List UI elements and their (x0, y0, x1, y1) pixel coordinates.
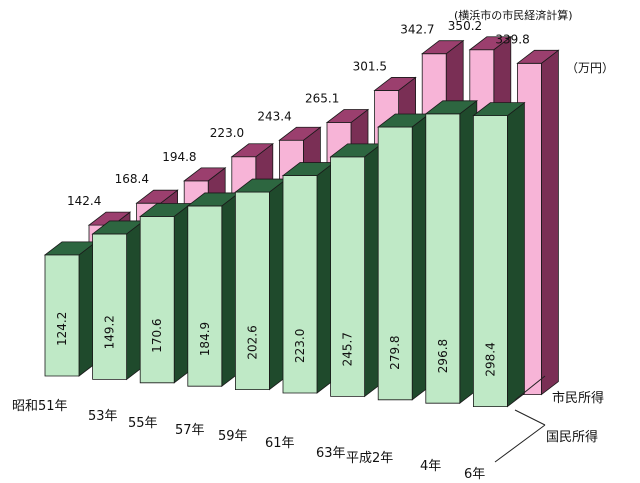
legend: 市民所得 国民所得 (494, 375, 604, 463)
x-tick-label: 55年 (128, 416, 158, 431)
national-bar-top (472, 102, 526, 117)
national-income-bars: 124.2 149.2 170.6 184.9 202.6 223.0 245.7 279.8… (43, 100, 526, 408)
citizen-bar-top (135, 189, 179, 204)
national-value-label: 223.0 (293, 329, 307, 363)
legend-citizen-income: 市民所得 (552, 390, 604, 406)
national-bar (139, 216, 175, 384)
citizen-bar-top (421, 40, 465, 55)
citizen-income-value-labels: 142.4 168.4 194.8 223.0 243.4 265.1 301.5 342.7… (67, 19, 530, 208)
x-axis-labels: 昭和51年 53年 55年 57年 59年 61年 63年 平成2年 4年 6年 (12, 399, 485, 482)
legend-national-income: 国民所得 (546, 429, 598, 445)
national-value-label: 124.2 (55, 312, 69, 346)
citizen-value-label: 142.4 (67, 194, 101, 208)
x-tick-label: 4年 (420, 459, 441, 474)
citizen-value-label: 265.1 (305, 92, 339, 106)
national-value-label: 298.4 (483, 342, 497, 376)
citizen-bar-top (325, 109, 370, 123)
national-bar (187, 205, 223, 387)
citizen-value-label: 342.7 (400, 23, 434, 37)
citizen-bar-top (230, 143, 274, 158)
national-value-label: 184.9 (198, 322, 212, 356)
national-value-label: 296.8 (436, 339, 450, 373)
national-bar-side (506, 101, 525, 408)
x-tick-label: 63年 (316, 446, 346, 461)
citizen-bar-side (541, 49, 559, 396)
citizen-bar-top (183, 167, 227, 182)
x-tick-label: 59年 (218, 429, 248, 444)
citizen-bar-top (516, 49, 560, 64)
x-tick-label: 平成2年 (346, 451, 393, 466)
national-value-label: 245.7 (341, 332, 355, 366)
citizen-value-label: 168.4 (115, 172, 149, 186)
national-value-label: 149.2 (103, 315, 117, 349)
citizen-bar-top (278, 126, 322, 141)
national-bar (92, 233, 127, 380)
citizen-bar-top (468, 36, 512, 51)
x-tick-label: 57年 (175, 423, 205, 438)
citizen-value-label: 301.5 (353, 59, 387, 73)
unit-label: （万円） (566, 61, 614, 75)
x-tick-label: 53年 (88, 409, 118, 424)
x-tick-label: 61年 (265, 436, 295, 451)
national-value-label: 279.8 (388, 335, 402, 369)
citizen-value-label: 194.8 (162, 150, 196, 164)
x-tick-label: 6年 (464, 467, 485, 482)
source-note: (横浜市の市民経済計算) (454, 8, 573, 22)
national-value-label: 202.6 (245, 325, 259, 359)
national-value-label: 170.6 (150, 318, 164, 352)
citizen-value-label: 339.8 (495, 32, 529, 46)
x-tick-label: 昭和51年 (12, 399, 68, 414)
citizen-value-label: 350.2 (448, 19, 482, 33)
citizen-value-label: 243.4 (257, 109, 291, 123)
citizen-bar-top (373, 77, 417, 91)
citizen-value-label: 223.0 (210, 126, 244, 140)
national-bar-top (424, 100, 478, 115)
